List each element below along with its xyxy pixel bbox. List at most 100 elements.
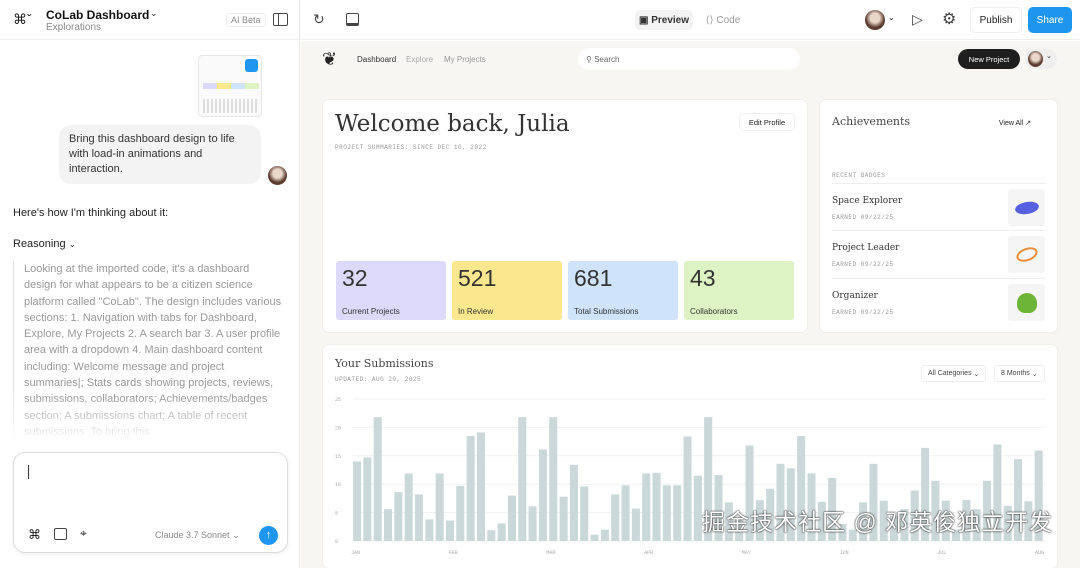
bar: [921, 447, 930, 541]
bar: [559, 496, 568, 541]
publish-button[interactable]: Publish: [970, 7, 1022, 33]
bar: [797, 435, 806, 541]
bar: [817, 501, 826, 541]
bar: [776, 463, 785, 541]
bar: [828, 477, 837, 541]
figma-component-icon[interactable]: ⌘: [28, 527, 41, 542]
gear-icon[interactable]: ⚙: [942, 11, 957, 28]
bar: [621, 485, 630, 541]
badge-item[interactable]: Space Explorer EARNED 09/22/25: [832, 183, 1045, 230]
message-input[interactable]: [24, 461, 274, 511]
bar: [673, 485, 682, 541]
stat-label: In Review: [458, 307, 494, 316]
toolbar: ↻ ▣ Preview ⟨⟩ Code ⌄ ▷ ⚙ Publish Share: [301, 0, 1080, 40]
badge-item[interactable]: Organizer EARNED 09/22/25: [832, 278, 1045, 325]
stat-card-collaborators[interactable]: 43 Collaborators: [684, 261, 794, 320]
bar: [879, 500, 888, 541]
chevron-down-icon[interactable]: ⌄: [150, 8, 158, 18]
chat-composer: ⌘ ⌖ Claude 3.7 Sonnet ⌄ ↑: [13, 452, 288, 553]
stat-card-current-projects[interactable]: 32 Current Projects: [336, 261, 446, 320]
submissions-title: Your Submissions: [335, 357, 434, 370]
bar: [941, 500, 950, 541]
assistant-intro: Here's how I'm thinking about it:: [13, 207, 169, 219]
category-value: All Categories: [928, 370, 972, 377]
bar: [497, 523, 506, 541]
x-tick-label: APR: [644, 550, 653, 556]
bar: [900, 509, 909, 541]
bar: [549, 417, 558, 541]
tab-preview[interactable]: ▣ Preview: [635, 10, 693, 30]
bar: [993, 444, 1002, 541]
share-button[interactable]: Share: [1028, 7, 1072, 33]
bar: [373, 417, 382, 541]
bar: [435, 473, 444, 541]
nav-explore[interactable]: Explore: [406, 55, 434, 64]
range-value: 8 Months: [1001, 370, 1030, 377]
select-element-icon[interactable]: ⌖: [80, 526, 87, 540]
user-message: Bring this dashboard design to life with…: [59, 125, 261, 184]
stat-label: Current Projects: [342, 307, 400, 316]
image-upload-icon[interactable]: [54, 528, 67, 540]
badge-name: Organizer: [832, 291, 878, 301]
search-placeholder: Search: [594, 54, 620, 64]
bar: [652, 472, 661, 541]
stat-card-total-submissions[interactable]: 681 Total Submissions: [568, 261, 678, 320]
preview-label: Preview: [651, 14, 690, 26]
project-title[interactable]: CoLab Dashboard: [46, 8, 150, 22]
tab-code[interactable]: ⟨⟩ Code: [701, 10, 745, 30]
bar: [704, 417, 713, 541]
model-selector[interactable]: Claude 3.7 Sonnet ⌄: [155, 530, 240, 540]
reasoning-toggle[interactable]: Reasoning ⌄: [13, 238, 76, 250]
search-input[interactable]: ⚲ Search: [578, 48, 800, 70]
refresh-icon[interactable]: ↻: [313, 11, 325, 27]
ai-beta-badge: AI Beta: [226, 13, 266, 27]
range-select[interactable]: 8 Months ⌄: [994, 365, 1045, 382]
y-tick-label: 25: [335, 397, 341, 403]
bar: [1003, 505, 1012, 541]
stat-value: 521: [458, 265, 497, 291]
bar: [693, 475, 702, 541]
submissions-chart: 0 5 10 15 20 25 JAN FEB MAR APR MAY JUN JUL AUG: [335, 397, 1045, 556]
bar: [518, 417, 527, 541]
bar: [456, 485, 465, 541]
nav-dashboard[interactable]: Dashboard: [357, 55, 397, 64]
code-label: Code: [716, 14, 741, 26]
bar: [414, 494, 424, 541]
bar: [890, 516, 899, 541]
y-tick-label: 20: [335, 425, 341, 431]
bar: [683, 436, 692, 541]
play-icon[interactable]: ▷: [912, 11, 923, 27]
view-all-link[interactable]: View All ↗: [998, 120, 1032, 127]
edit-profile-button[interactable]: Edit Profile: [739, 113, 795, 131]
figma-menu-icon[interactable]: ⌘ˇ: [13, 11, 32, 27]
attached-image-thumbnail[interactable]: [198, 55, 262, 117]
collaborator-avatar[interactable]: [865, 10, 885, 30]
sidebar-toggle-icon[interactable]: [273, 13, 288, 26]
bar: [445, 520, 455, 541]
badge-item[interactable]: Project Leader EARNED 09/22/25: [832, 230, 1045, 277]
chat-header: ⌘ˇ CoLab Dashboard ⌄ Explorations AI Bet…: [0, 0, 299, 40]
bar: [910, 490, 919, 541]
category-select[interactable]: All Categories ⌄: [921, 365, 987, 382]
stat-label: Total Submissions: [574, 307, 639, 316]
summary-since: PROJECT SUMMARIES: SINCE DEC 10, 2022: [335, 144, 487, 151]
submissions-card: Your Submissions UPDATED: AUG 20, 2025 A…: [323, 345, 1057, 568]
bar: [600, 529, 609, 541]
leaf-badge-icon: [1008, 284, 1045, 321]
x-tick-label: FEB: [449, 550, 458, 556]
stat-value: 681: [574, 265, 613, 291]
x-tick-label: JAN: [351, 550, 360, 556]
device-frame-icon[interactable]: [346, 13, 359, 26]
new-project-button[interactable]: New Project: [958, 49, 1020, 69]
send-button[interactable]: ↑: [259, 526, 278, 545]
bar: [487, 530, 496, 541]
globe-badge-icon: [1008, 236, 1045, 273]
stat-card-in-review[interactable]: 521 In Review: [452, 261, 562, 320]
profile-dropdown[interactable]: ⌄: [1025, 49, 1057, 69]
bar: [569, 464, 578, 541]
bar: [1024, 501, 1033, 541]
chevron-down-icon[interactable]: ⌄: [888, 13, 895, 22]
bar: [766, 488, 775, 541]
bar: [528, 506, 537, 541]
nav-my-projects[interactable]: My Projects: [444, 55, 486, 64]
